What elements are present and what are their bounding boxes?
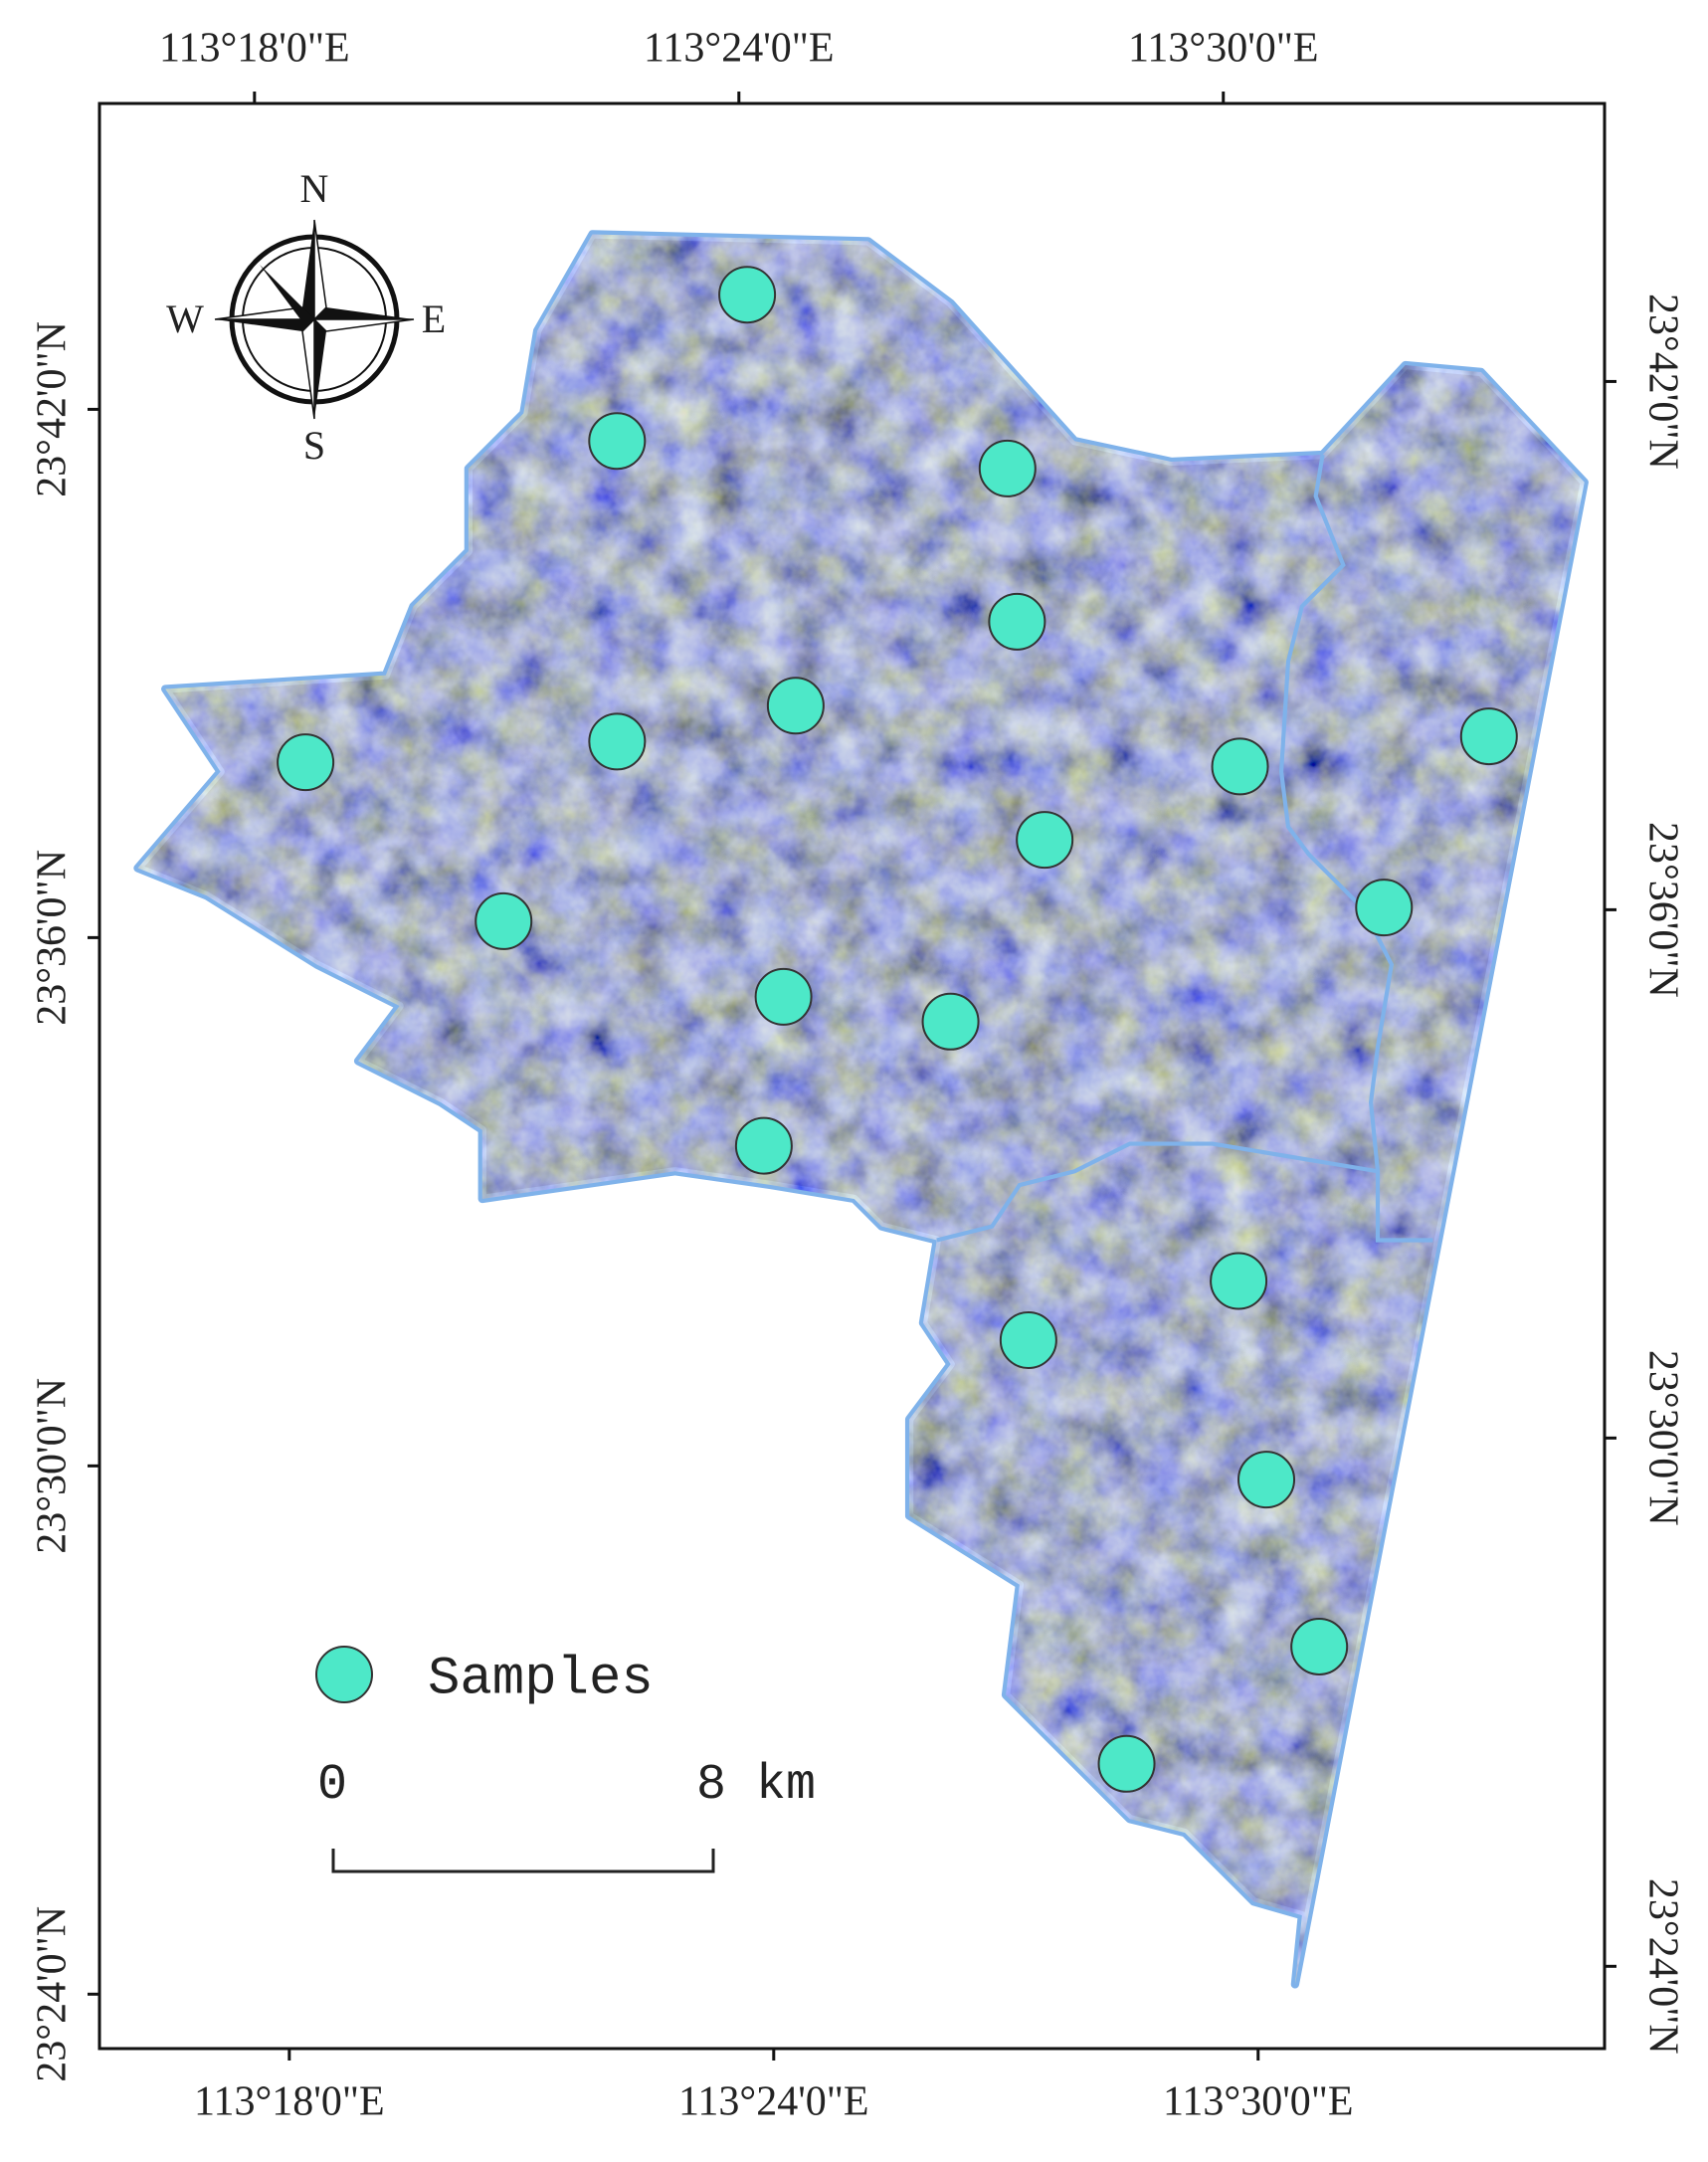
legend-label: Samples	[428, 1649, 654, 1709]
compass-e: E	[422, 296, 446, 341]
sample-point	[1097, 1734, 1156, 1793]
compass-star	[312, 318, 415, 332]
scale-end: 8 km	[696, 1757, 816, 1814]
bottom-tick-label: 113°30'0"E	[1163, 2079, 1354, 2125]
top-tick-label: 113°18'0"E	[159, 26, 350, 72]
compass-s: S	[303, 423, 325, 468]
sample-point	[1210, 1252, 1268, 1310]
left-tick-label: 23°36'0"N	[30, 850, 76, 1026]
left-tick-label: 23°24'0"N	[30, 1906, 76, 2082]
sample-point	[474, 891, 533, 950]
sample-point	[1237, 1451, 1296, 1509]
sample-point	[754, 967, 813, 1026]
legend-marker	[315, 1646, 373, 1703]
region-texture	[137, 234, 1585, 1985]
right-tick-label: 23°36'0"N	[1639, 822, 1685, 998]
region	[133, 230, 1589, 1989]
sample-point	[734, 1116, 793, 1175]
compass	[214, 219, 415, 420]
sample-point	[588, 412, 647, 471]
compass-n: N	[300, 166, 329, 211]
top-tick-label: 113°30'0"E	[1128, 26, 1319, 72]
sample-point	[1355, 879, 1414, 937]
scale-bar	[331, 1849, 715, 1873]
sample-point	[1016, 811, 1074, 870]
sample-point	[718, 266, 777, 324]
sample-point	[999, 1310, 1057, 1369]
right-tick-label: 23°42'0"N	[1639, 294, 1685, 470]
compass-star	[313, 219, 327, 321]
sample-point	[277, 733, 335, 792]
right-tick-label: 23°24'0"N	[1639, 1878, 1685, 2055]
map-frame	[97, 101, 1607, 2051]
sample-point	[921, 992, 980, 1051]
sample-point	[1290, 1617, 1349, 1675]
compass-star	[260, 265, 369, 374]
bottom-tick-label: 113°18'0"E	[194, 2079, 385, 2125]
left-tick-label: 23°42'0"N	[30, 321, 76, 497]
left-tick-label: 23°30'0"N	[30, 1378, 76, 1554]
sample-point	[1459, 707, 1518, 766]
sample-point	[978, 439, 1037, 497]
sample-point	[588, 712, 647, 771]
district-boundary	[936, 1141, 1379, 1243]
bottom-tick-label: 113°24'0"E	[678, 2079, 869, 2125]
scale-start: 0	[317, 1757, 347, 1814]
sample-point	[1211, 737, 1269, 796]
sample-point	[988, 592, 1046, 651]
sample-point	[766, 677, 825, 735]
district-boundary	[1278, 454, 1433, 1243]
compass-w: W	[166, 296, 204, 341]
right-tick-label: 23°30'0"N	[1639, 1350, 1685, 1526]
top-tick-label: 113°24'0"E	[644, 26, 835, 72]
